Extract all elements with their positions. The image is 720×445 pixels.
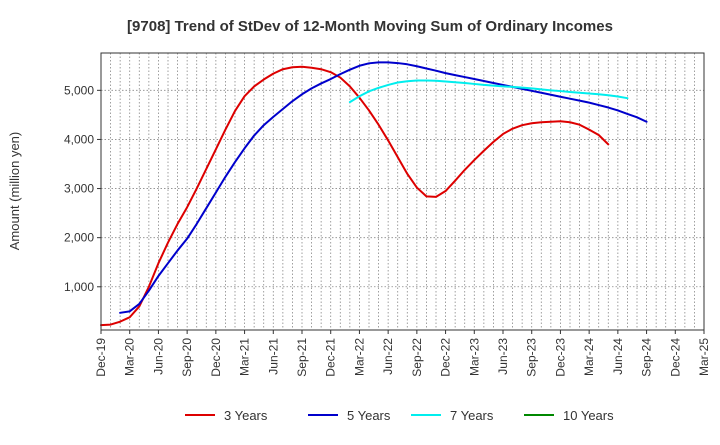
y-axis-label: Amount (million yen) xyxy=(7,132,22,251)
series-line-7-years xyxy=(348,79,629,104)
x-tick-label: Mar-21 xyxy=(238,338,252,376)
x-tick-label: Mar-22 xyxy=(352,338,366,376)
y-tick-label: 4,000 xyxy=(64,132,94,146)
chart-title: [9708] Trend of StDev of 12-Month Moving… xyxy=(127,18,613,35)
plot-frame xyxy=(100,52,705,331)
x-tick-label: Sep-23 xyxy=(525,338,539,377)
y-tick-labels: 1,000 2,000 3,000 4,000 5,000 xyxy=(64,83,101,294)
x-tick-label: Sep-22 xyxy=(410,338,424,377)
x-tick-label: Dec-21 xyxy=(324,338,338,377)
x-tick-label: Jun-20 xyxy=(151,338,165,375)
x-tick-label: Sep-24 xyxy=(640,338,654,377)
x-tick-label: Dec-19 xyxy=(94,338,108,377)
x-tick-label: Jun-24 xyxy=(611,338,625,375)
x-tick-label: Dec-23 xyxy=(553,338,567,377)
y-tick-label: 5,000 xyxy=(64,83,94,97)
grid-layer xyxy=(101,53,704,330)
y-tick-label: 3,000 xyxy=(64,182,94,196)
legend: 3 Years 5 Years 7 Years 10 Years xyxy=(185,408,614,423)
legend-label: 3 Years xyxy=(224,408,268,423)
x-tick-label: Mar-25 xyxy=(697,338,711,376)
x-tick-label: Jun-21 xyxy=(266,338,280,375)
x-tick-label: Dec-22 xyxy=(439,338,453,377)
series-line-3-years xyxy=(100,65,610,327)
legend-label: 7 Years xyxy=(450,408,494,423)
series-layer xyxy=(100,61,648,327)
x-tick-label: Jun-22 xyxy=(381,338,395,375)
y-tick-label: 1,000 xyxy=(64,280,94,294)
x-tick-label: Dec-20 xyxy=(209,338,223,377)
x-tick-label: Dec-24 xyxy=(668,338,682,377)
x-tick-label: Mar-20 xyxy=(123,338,137,376)
legend-label: 10 Years xyxy=(563,408,614,423)
x-tick-label: Sep-21 xyxy=(295,338,309,377)
x-tick-label: Sep-20 xyxy=(180,338,194,377)
x-tick-label: Mar-24 xyxy=(582,338,596,376)
x-tick-label: Mar-23 xyxy=(467,338,481,376)
series-line-5-years xyxy=(119,61,648,314)
x-tick-label: Jun-23 xyxy=(496,338,510,375)
legend-label: 5 Years xyxy=(347,408,391,423)
y-tick-label: 2,000 xyxy=(64,231,94,245)
x-tick-labels: Dec-19 Mar-20 Jun-20 Sep-20 Dec-20 Mar-21 Jun-… xyxy=(94,330,711,377)
